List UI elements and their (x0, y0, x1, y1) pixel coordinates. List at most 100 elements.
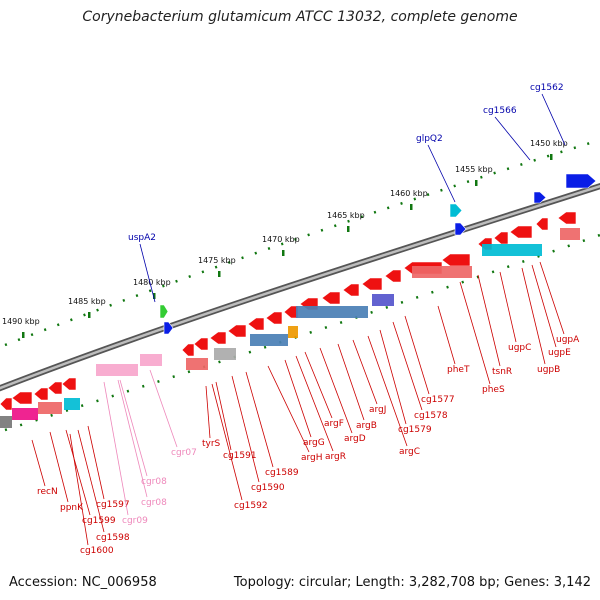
gene-reverse (47, 381, 63, 395)
ruler-major-tick (153, 293, 156, 299)
reverse-leader (437, 305, 456, 365)
gene-reverse (557, 211, 577, 225)
gene-reverse (509, 225, 533, 239)
reverse-leader (319, 347, 353, 434)
ruler-tick-label: 1465 kbp (327, 211, 365, 220)
reverse-gene-label: ugpA (556, 335, 580, 345)
forward-gene-label: cg1566 (483, 106, 517, 116)
reverse-leader (284, 359, 312, 438)
ruler-major-tick (550, 154, 553, 160)
reverse-gene-label: cg1600 (80, 546, 114, 556)
gene-reverse (361, 277, 383, 291)
gene-block (38, 402, 62, 414)
reverse-gene-label: argF (324, 419, 344, 429)
reverse-leader (404, 315, 430, 395)
reverse-leader (231, 375, 260, 483)
gene-block (96, 364, 138, 376)
gene-block (140, 354, 162, 366)
reverse-gene-label: argH (301, 453, 323, 463)
ruler-major-tick (88, 312, 91, 318)
rna-leader (149, 369, 178, 448)
reverse-gene-label: cg1578 (414, 411, 448, 421)
genome-summary-text: Topology: circular; Length: 3,282,708 bp… (233, 575, 591, 590)
gene-glpQ2-b (454, 222, 467, 236)
reverse-gene-label: argG (303, 438, 325, 448)
gene-reverse (0, 397, 13, 411)
reverse-leader (295, 355, 334, 452)
reverse-gene-label: tyrS (202, 439, 221, 449)
map-title: Corynebacterium glutamicum ATCC 13032, c… (82, 9, 518, 25)
gene-block (0, 416, 12, 428)
reverse-leader (352, 339, 378, 405)
gene-block (250, 334, 288, 346)
rna-leader (103, 381, 129, 516)
gene-block (372, 294, 394, 306)
ruler-tick-label: 1450 kbp (530, 139, 568, 148)
ruler-tick-label: 1485 kbp (68, 297, 106, 306)
gene-cg1562 (565, 173, 597, 189)
forward-gene-label: glpQ2 (416, 134, 443, 144)
gene-block (296, 306, 368, 318)
reverse-leader (215, 381, 232, 451)
reverse-gene-label: ppnK (60, 503, 84, 513)
reverse-gene-label: argR (325, 452, 346, 462)
gene-reverse (193, 337, 209, 351)
forward-leader (139, 243, 156, 303)
forward-leader (427, 144, 456, 203)
gene-reverse (283, 305, 299, 319)
gene-reverse (209, 331, 227, 345)
rna-gene-label: cgr09 (122, 516, 148, 526)
reverse-leader (459, 281, 491, 385)
rna-gene-label: cgr07 (171, 448, 197, 458)
reverse-gene-label: cg1589 (265, 468, 299, 478)
forward-leader (494, 116, 531, 161)
reverse-gene-label: argJ (369, 405, 386, 415)
gene-block (288, 326, 298, 338)
gene-reverse (11, 391, 33, 405)
gene-features (0, 173, 597, 428)
reverse-leader (539, 261, 565, 335)
ruler-major-tick (22, 332, 25, 338)
gene-reverse (321, 291, 341, 305)
reverse-leader (31, 439, 46, 487)
reverse-gene-label: argB (356, 421, 377, 431)
reverse-leader (337, 343, 365, 421)
ruler-dots (4, 138, 600, 347)
ruler-tick-label: 1475 kbp (198, 256, 236, 265)
reverse-leader (304, 351, 333, 419)
inner-ruler-dots (4, 233, 600, 432)
reverse-leader (379, 329, 407, 425)
reverse-gene-label: cg1577 (421, 395, 455, 405)
gene-reverse (441, 253, 471, 267)
reverse-leader (49, 431, 69, 503)
reverse-leader (65, 429, 91, 516)
accession-text: Accession: NC_006958 (9, 575, 157, 590)
reverse-gene-label: pheT (447, 365, 470, 375)
gene-reverse (265, 311, 283, 325)
reverse-leader (87, 425, 105, 500)
rna-gene-label: cgr08 (141, 477, 167, 487)
reverse-gene-label: cg1592 (234, 501, 268, 511)
forward-leader (541, 93, 566, 146)
gene-block (12, 408, 38, 420)
gene-cg1566 (533, 191, 547, 204)
ruler-tick-label: 1490 kbp (2, 317, 40, 326)
reverse-leader (245, 371, 274, 468)
gene-glpQ2 (449, 203, 463, 218)
reverse-leader (499, 271, 517, 343)
rna-gene-label: cgr08 (141, 498, 167, 508)
reverse-gene-label: cg1597 (96, 500, 130, 510)
reverse-gene-label: recN (37, 487, 58, 497)
ruler-major-tick (410, 204, 413, 210)
ruler-tick-label: 1455 kbp (455, 165, 493, 174)
reverse-gene-label: ugpC (508, 343, 531, 353)
gene-reverse (181, 343, 195, 357)
rna-leader (119, 379, 148, 477)
reverse-gene-label: cg1591 (223, 451, 257, 461)
reverse-gene-label: cg1579 (398, 425, 432, 435)
gene-reverse (61, 377, 77, 391)
gene-reverse (33, 387, 49, 401)
reverse-leader (205, 385, 211, 439)
gene-reverse (535, 217, 549, 231)
